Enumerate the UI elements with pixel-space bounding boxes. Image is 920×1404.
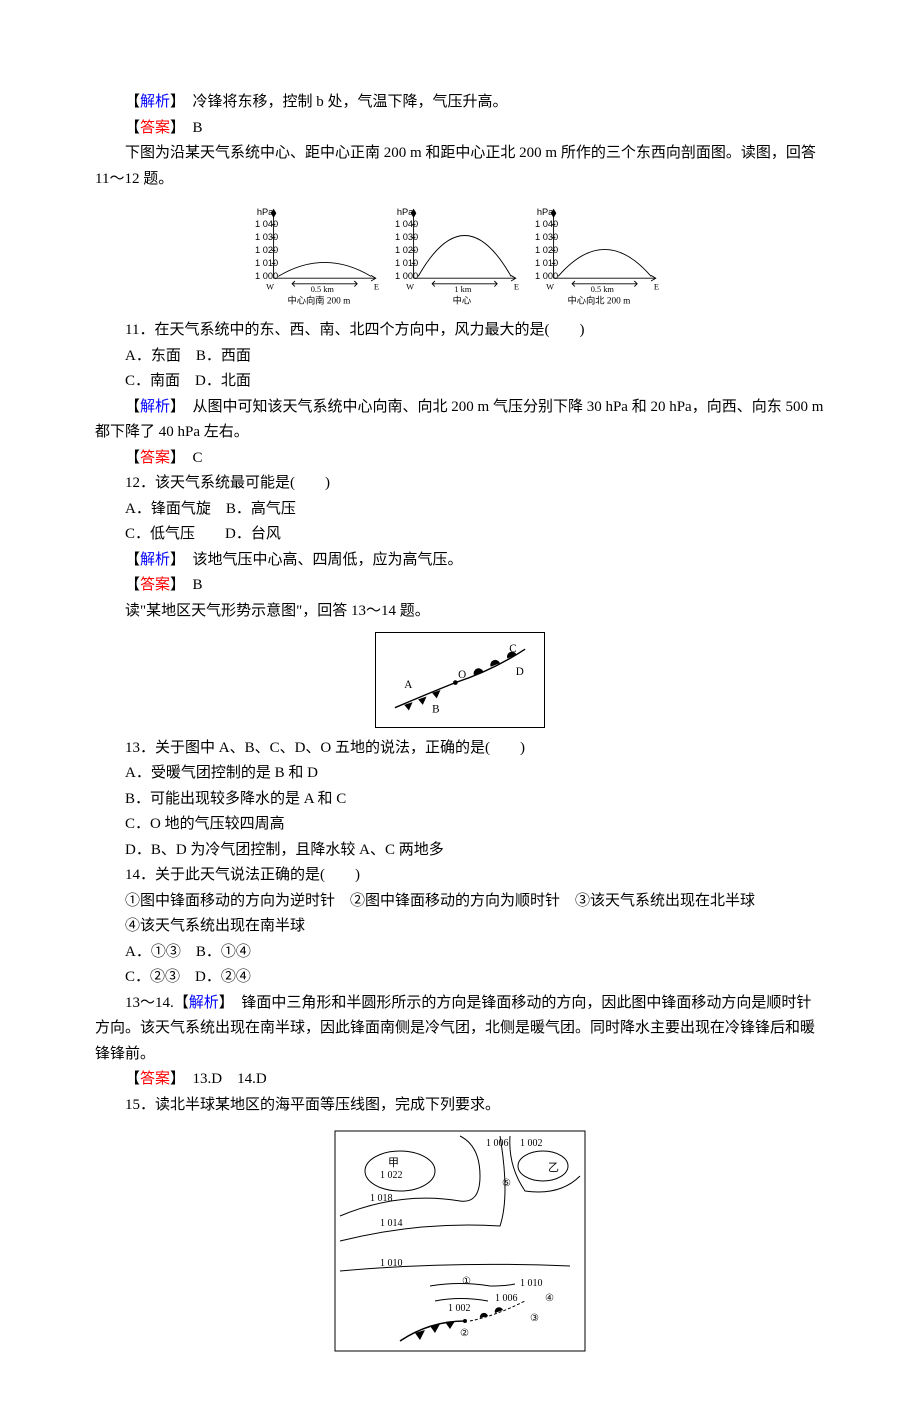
q13-optB: B．可能出现较多降水的是 A 和 C — [95, 787, 825, 813]
q14-options-ab: A．①③ B．①④ — [95, 940, 825, 966]
svg-text:②: ② — [460, 1328, 469, 1339]
svg-text:甲: 甲 — [388, 1157, 399, 1169]
q13-optA: A．受暖气团控制的是 B 和 D — [95, 761, 825, 787]
q12-answer: 【答案】 B — [95, 573, 825, 599]
svg-text:D: D — [516, 666, 524, 678]
svg-text:1 000: 1 000 — [255, 271, 278, 281]
svg-text:①: ① — [462, 1276, 471, 1287]
svg-text:E: E — [654, 282, 659, 291]
q13-optC: C．O 地的气压较四周高 — [95, 812, 825, 838]
analysis-10: 【解析】 冷锋将东移，控制 b 处，气温下降，气压升高。 — [95, 90, 825, 116]
q13-optD: D．B、D 为冷气团控制，且降水较 A、C 两地多 — [95, 838, 825, 864]
svg-text:A: A — [404, 679, 412, 691]
svg-text:E: E — [374, 282, 379, 291]
svg-text:C: C — [509, 643, 516, 655]
analysis-label: 解析 — [140, 552, 170, 568]
svg-text:1 002: 1 002 — [520, 1138, 543, 1149]
pressure-map-svg: 甲 1 022 1 018 1 014 1 010 1 006 1 002 乙 … — [330, 1126, 590, 1356]
q12-stem: 12．该天气系统最可能是( ) — [95, 471, 825, 497]
chart-center: hPa 1 040 1 030 1 020 1 010 1 000 W 1 km… — [395, 200, 525, 310]
svg-text:1 010: 1 010 — [520, 1278, 543, 1289]
answer-label: 答案 — [140, 450, 170, 466]
q11-options-cd: C．南面 D．北面 — [95, 369, 825, 395]
q14-item4: ④该天气系统出现在南半球 — [95, 914, 825, 940]
answer-label: 答案 — [140, 1071, 170, 1087]
analysis-10-text: 冷锋将东移，控制 b 处，气温下降，气压升高。 — [178, 94, 508, 110]
svg-text:0.5 km: 0.5 km — [311, 285, 335, 294]
svg-text:0.5 km: 0.5 km — [591, 285, 615, 294]
svg-text:hPa: hPa — [537, 207, 554, 217]
svg-text:1 006: 1 006 — [486, 1138, 509, 1149]
svg-text:hPa: hPa — [257, 207, 274, 217]
svg-text:1 014: 1 014 — [380, 1218, 403, 1229]
front-diagram-figure: A B O C D — [95, 632, 825, 728]
q14-stem: 14．关于此天气说法正确的是( ) — [95, 863, 825, 889]
svg-text:1 km: 1 km — [454, 285, 471, 294]
svg-text:1 010: 1 010 — [380, 1258, 403, 1269]
front-diagram-svg: A B O C D — [375, 632, 545, 728]
q11-stem: 11．在天气系统中的东、西、南、北四个方向中，风力最大的是( ) — [95, 318, 825, 344]
q13-14-answer: 【答案】 13.D 14.D — [95, 1067, 825, 1093]
svg-text:1 018: 1 018 — [370, 1193, 393, 1204]
svg-text:O: O — [458, 669, 466, 681]
svg-text:中心向北 200 m: 中心向北 200 m — [568, 294, 632, 306]
svg-text:B: B — [432, 703, 439, 715]
analysis-label: 解析 — [189, 995, 219, 1011]
svg-text:W: W — [546, 282, 554, 291]
q12-analysis: 【解析】 该地气压中心高、四周低，应为高气压。 — [95, 548, 825, 574]
intro-13: 读"某地区天气形势示意图"，回答 13～14 题。 — [95, 599, 825, 625]
svg-text:中心向南 200 m: 中心向南 200 m — [288, 294, 352, 306]
svg-text:1 022: 1 022 — [380, 1170, 403, 1181]
svg-text:中心: 中心 — [453, 294, 472, 306]
q11-answer: 【答案】 C — [95, 446, 825, 472]
svg-text:W: W — [266, 282, 274, 291]
svg-text:⑤: ⑤ — [502, 1178, 511, 1189]
chart-south: hPa 1 040 1 030 1 020 1 010 1 000 W 0.5 … — [255, 200, 385, 310]
q15-stem: 15．读北半球某地区的海平面等压线图，完成下列要求。 — [95, 1093, 825, 1119]
answer-label: 答案 — [140, 120, 170, 136]
intro-11: 下图为沿某天气系统中心、距中心正南 200 m 和距中心正北 200 m 所作的… — [95, 141, 825, 192]
svg-text:hPa: hPa — [397, 207, 414, 217]
svg-text:W: W — [406, 282, 414, 291]
analysis-label: 解析 — [140, 399, 170, 415]
svg-text:④: ④ — [545, 1293, 554, 1304]
answer-label: 答案 — [140, 577, 170, 593]
q14-items: ①图中锋面移动的方向为逆时针 ②图中锋面移动的方向为顺时针 ③该天气系统出现在北… — [95, 889, 825, 915]
chart-north: hPa 1 040 1 030 1 020 1 010 1 000 W 0.5 … — [535, 200, 665, 310]
pressure-map-figure: 甲 1 022 1 018 1 014 1 010 1 006 1 002 乙 … — [95, 1126, 825, 1356]
q13-14-analysis: 13～14.【解析】 锋面中三角形和半圆形所示的方向是锋面移动的方向，因此图中锋… — [95, 991, 825, 1068]
answer-10: 【答案】 B — [95, 116, 825, 142]
q12-options-ab: A．锋面气旋 B．高气压 — [95, 497, 825, 523]
pressure-profile-figure: hPa 1 040 1 030 1 020 1 010 1 000 W 0.5 … — [95, 200, 825, 310]
q12-options-cd: C．低气压 D．台风 — [95, 522, 825, 548]
analysis-label: 解析 — [140, 94, 170, 110]
q11-options-ab: A．东面 B．西面 — [95, 344, 825, 370]
svg-text:1 006: 1 006 — [495, 1293, 518, 1304]
svg-text:E: E — [514, 282, 519, 291]
q11-analysis: 【解析】 从图中可知该天气系统中心向南、向北 200 m 气压分别下降 30 h… — [95, 395, 825, 446]
svg-text:1 002: 1 002 — [448, 1303, 471, 1314]
svg-text:③: ③ — [530, 1313, 539, 1324]
svg-text:乙: 乙 — [548, 1161, 559, 1174]
svg-text:1 000: 1 000 — [395, 271, 418, 281]
q14-options-cd: C．②③ D．②④ — [95, 965, 825, 991]
q13-stem: 13．关于图中 A、B、C、D、O 五地的说法，正确的是( ) — [95, 736, 825, 762]
svg-text:1 000: 1 000 — [535, 271, 558, 281]
answer-10-text: B — [178, 120, 203, 136]
